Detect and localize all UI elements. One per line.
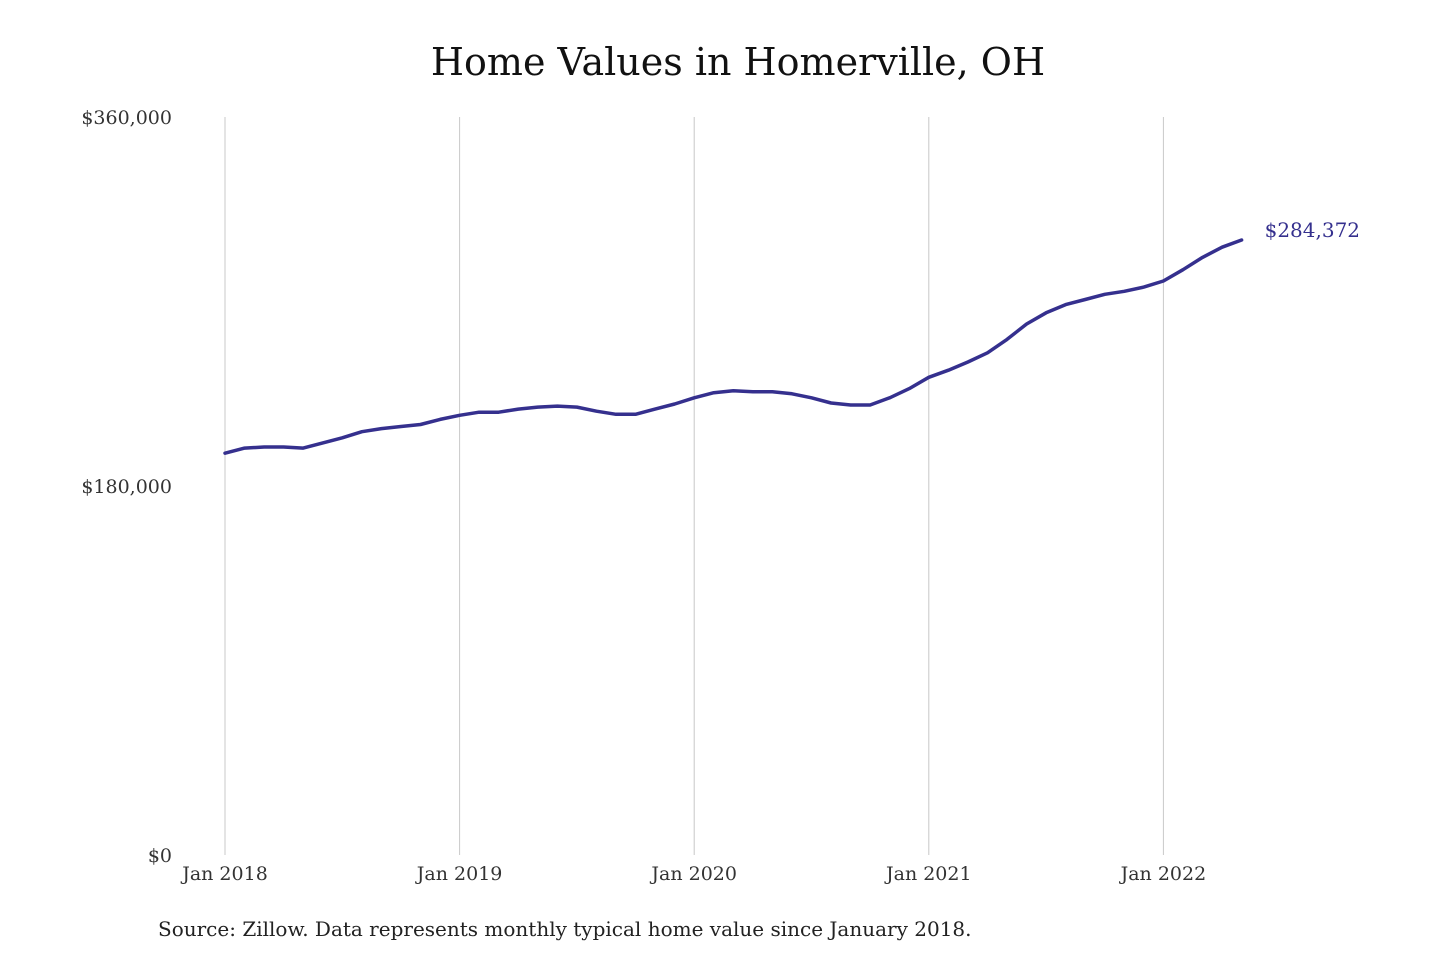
source-note: Source: Zillow. Data represents monthly … <box>158 917 972 941</box>
y-tick-label: $180,000 <box>81 476 172 498</box>
x-axis-ticks: Jan 2018 Jan 2019 Jan 2020 Jan 2021 Jan 2022 <box>180 863 1206 885</box>
y-tick-label: $0 <box>148 845 172 867</box>
y-axis-ticks: $0 $180,000 $360,000 <box>81 107 172 867</box>
chart-title: Home Values in Homerville, OH <box>430 40 1046 84</box>
x-tick-label: Jan 2021 <box>884 863 972 885</box>
x-tick-label: Jan 2022 <box>1119 863 1207 885</box>
y-tick-label: $360,000 <box>81 107 172 129</box>
x-tick-label: Jan 2020 <box>649 863 737 885</box>
x-tick-label: Jan 2019 <box>415 863 503 885</box>
data-labels: $284,372 <box>1265 218 1360 242</box>
gridlines <box>224 117 1164 855</box>
end-value-label: $284,372 <box>1265 218 1360 242</box>
x-tick-label: Jan 2018 <box>180 863 268 885</box>
series-line <box>223 238 1244 455</box>
series <box>223 238 1244 455</box>
